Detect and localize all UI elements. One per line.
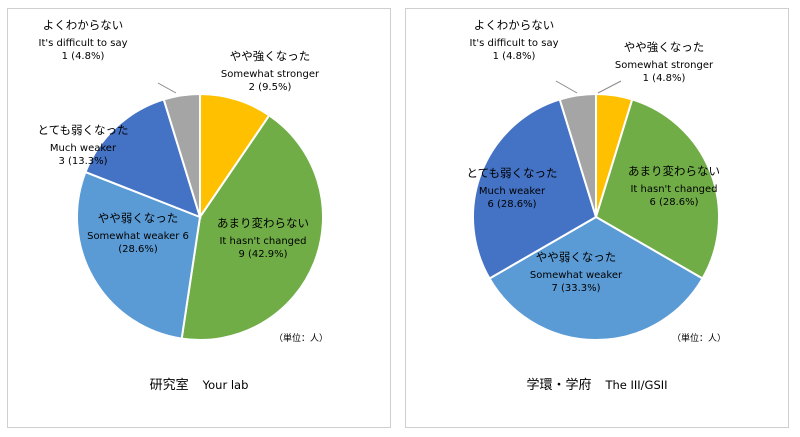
unit-note: （単位：人） <box>671 334 726 344</box>
pie-slice <box>558 92 597 218</box>
slice-value-label: 9 (42.9%) <box>238 249 287 260</box>
caption-ja: 学環・学府 <box>526 378 592 393</box>
pie-slice <box>488 215 704 341</box>
pie-slice <box>75 170 202 340</box>
pie-chart-lab: やや強くなった Somewhat stronger 2 (9.5%) あまり変わらない… <box>37 18 325 342</box>
slice-value-label: 6 (28.6%) <box>487 199 536 210</box>
slice-value-label: 1 (4.8%) <box>62 51 105 62</box>
chart-panel-lab: やや強くなった Somewhat stronger 2 (9.5%) あまり変わらない… <box>7 8 391 428</box>
slice-label-en: It hasn't changed <box>630 184 717 195</box>
slice-value-label: 1 (4.8%) <box>493 51 536 62</box>
caption-en: Your lab <box>202 378 249 392</box>
pie-slice <box>162 92 201 218</box>
slice-value-label: (28.6%) <box>118 244 158 255</box>
slice-label-ja: とても弱くなった <box>37 123 128 137</box>
slice-label-en: Somewhat stronger <box>221 69 320 80</box>
chart-caption: 学環・学府 The III/GSII <box>406 374 788 393</box>
slice-label-en: It's difficult to say <box>470 38 559 49</box>
caption-ja: 研究室 <box>149 378 189 393</box>
chart-caption: 研究室 Your lab <box>8 374 390 393</box>
leader-line <box>157 82 177 94</box>
slice-label-ja: やや弱くなった <box>98 211 179 225</box>
slice-value-label: 7 (33.3%) <box>551 283 600 294</box>
slice-value-label: 3 (13.3%) <box>58 156 107 167</box>
pie-chart-iii: やや強くなった Somewhat stronger 1 (4.8%) あまり変わらない… <box>466 18 720 341</box>
slice-label-en: It's difficult to say <box>39 38 128 49</box>
slice-label-ja: やや強くなった <box>230 49 311 63</box>
slice-label-en: Much weaker <box>479 186 546 197</box>
leader-line <box>555 80 578 94</box>
slice-label-ja: やや強くなった <box>624 40 705 54</box>
slice-label-ja: あまり変わらない <box>628 164 720 178</box>
leader-line <box>597 80 622 94</box>
pie-slice <box>180 113 325 342</box>
slice-value-label: 1 (4.8%) <box>643 73 686 84</box>
slice-label-ja: よくわからない <box>43 18 124 32</box>
slice-value-label: 2 (9.5%) <box>249 82 292 93</box>
chart-panel-iii: やや強くなった Somewhat stronger 1 (4.8%) あまり変わらない… <box>405 8 789 428</box>
slice-label-en: Much weaker <box>50 143 117 154</box>
slice-value-label: 6 (28.6%) <box>649 197 698 208</box>
slice-label-ja: よくわからない <box>474 18 555 32</box>
pie-slice <box>472 98 598 280</box>
slice-label-en: Somewhat weaker 6 <box>87 231 189 242</box>
slice-label-ja: とても弱くなった <box>466 166 557 180</box>
slice-label-en: It hasn't changed <box>219 236 306 247</box>
unit-note: （単位：人） <box>273 334 328 344</box>
slice-label-ja: あまり変わらない <box>217 216 309 230</box>
slice-label-en: Somewhat stronger <box>615 60 714 71</box>
slice-label-en: Somewhat weaker <box>530 270 623 281</box>
caption-en: The III/GSII <box>605 378 668 392</box>
pie-slice <box>84 98 202 219</box>
slice-label-ja: やや弱くなった <box>536 250 617 264</box>
